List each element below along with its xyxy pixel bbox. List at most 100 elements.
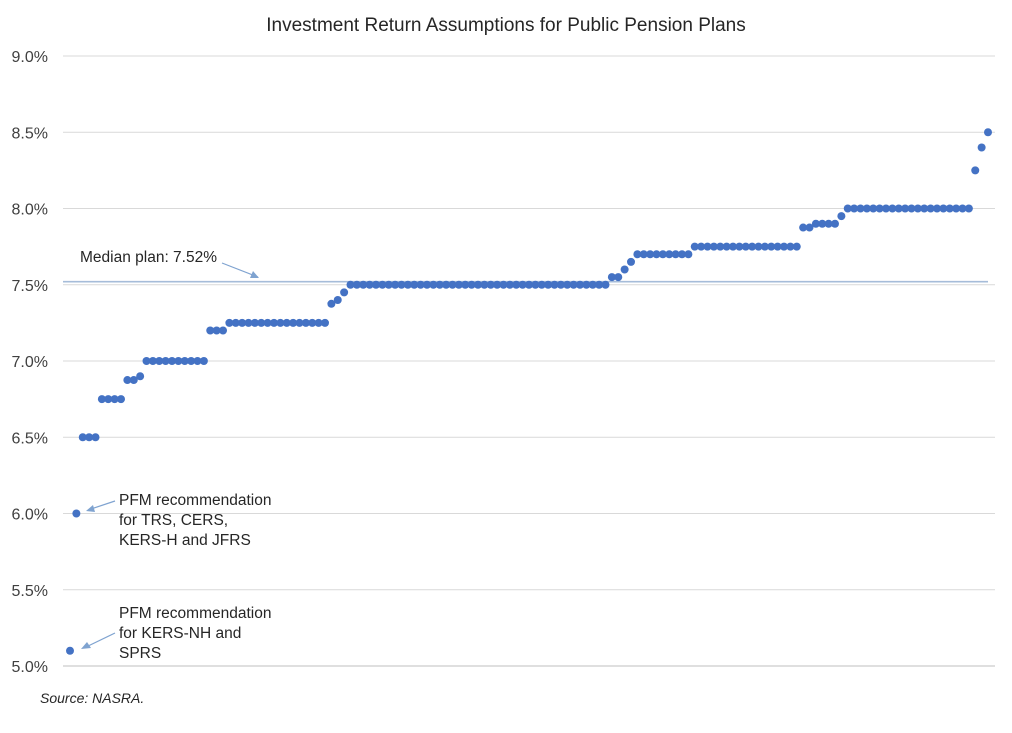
data-point xyxy=(397,280,406,289)
data-point xyxy=(933,204,941,213)
data-point xyxy=(129,376,138,385)
data-point xyxy=(537,280,546,289)
data-point xyxy=(289,318,298,327)
data-point xyxy=(231,318,240,327)
data-point xyxy=(423,280,431,289)
data-point xyxy=(148,357,157,365)
data-point xyxy=(384,280,393,289)
y-axis-ticks: 5.0% 5.5% 6.0% 6.5% 7.0% 7.5% 8.0% 8.5% 9.0% xyxy=(12,49,48,676)
data-point xyxy=(964,204,973,213)
annotation-kers-line-3: SPRS xyxy=(119,645,161,662)
data-point xyxy=(556,280,565,289)
data-point xyxy=(442,280,451,289)
data-point xyxy=(518,280,527,289)
annotation-trs-line-2: for TRS, CERS, xyxy=(119,512,228,529)
data-point xyxy=(977,143,986,152)
data-point xyxy=(939,204,948,213)
annotation-kers-line-2: for KERS-NH and xyxy=(119,625,241,642)
data-point xyxy=(850,204,859,213)
data-point xyxy=(123,376,132,385)
data-point xyxy=(505,280,514,289)
data-point xyxy=(748,242,757,251)
data-point xyxy=(627,257,635,266)
data-point xyxy=(588,280,597,289)
data-point xyxy=(486,280,495,289)
data-point xyxy=(193,357,202,365)
data-point xyxy=(709,242,718,251)
annotation-kers-line-1: PFM recommendation xyxy=(119,605,271,622)
data-point xyxy=(448,280,457,289)
data-point xyxy=(665,250,674,259)
data-point xyxy=(639,250,648,259)
data-point xyxy=(767,242,776,251)
data-point xyxy=(238,318,247,327)
data-point xyxy=(716,242,725,251)
data-point xyxy=(882,204,890,213)
data-point xyxy=(85,433,94,442)
data-point xyxy=(187,357,196,365)
data-point xyxy=(454,280,463,289)
data-point xyxy=(754,242,763,251)
data-point xyxy=(480,280,489,289)
data-point xyxy=(346,280,355,289)
data-point xyxy=(474,280,482,289)
data-point xyxy=(206,326,215,335)
data-point xyxy=(843,204,852,213)
data-point xyxy=(78,433,87,442)
data-point xyxy=(671,250,680,259)
data-point xyxy=(282,318,291,327)
data-point xyxy=(729,242,737,251)
median-label: Median plan: 7.52% xyxy=(80,249,217,266)
data-point xyxy=(168,357,176,365)
data-point xyxy=(601,280,610,289)
y-tick-label: 6.0% xyxy=(12,507,48,524)
data-point xyxy=(703,242,712,251)
data-point xyxy=(161,357,170,365)
y-tick-label: 7.5% xyxy=(12,278,48,295)
data-point xyxy=(818,219,827,228)
data-point xyxy=(276,318,285,327)
annotation-kers-arrowhead xyxy=(81,642,91,649)
data-point xyxy=(875,204,884,213)
data-point xyxy=(780,242,788,251)
data-point xyxy=(365,280,374,289)
data-point xyxy=(913,204,922,213)
data-point xyxy=(563,280,572,289)
data-point xyxy=(614,273,623,282)
data-point xyxy=(952,204,961,213)
data-point xyxy=(658,250,667,259)
y-tick-label: 9.0% xyxy=(12,49,48,66)
data-point xyxy=(786,242,795,251)
data-point xyxy=(824,219,833,228)
data-point xyxy=(327,299,336,308)
data-point xyxy=(569,280,578,289)
data-point xyxy=(869,204,878,213)
data-point xyxy=(263,318,272,327)
data-point xyxy=(684,250,693,259)
source-note: Source: NASRA. xyxy=(40,690,145,706)
y-tick-label: 8.5% xyxy=(12,125,48,142)
median-arrowhead xyxy=(250,271,259,278)
data-point xyxy=(652,250,661,259)
data-point xyxy=(678,250,686,259)
data-point xyxy=(811,219,820,228)
annotation-trs-arrowhead xyxy=(86,505,95,512)
data-point xyxy=(760,242,769,251)
data-point xyxy=(97,395,106,404)
data-point xyxy=(888,204,897,213)
data-point xyxy=(257,318,266,327)
data-point xyxy=(378,280,387,289)
data-point xyxy=(735,242,744,251)
data-point xyxy=(295,318,304,327)
data-point xyxy=(971,166,980,175)
data-point xyxy=(607,273,616,282)
data-point xyxy=(958,204,967,213)
data-point xyxy=(799,223,808,232)
data-point xyxy=(321,318,329,327)
data-point xyxy=(219,326,227,335)
data-point xyxy=(792,242,801,251)
data-point xyxy=(429,280,438,289)
data-point xyxy=(91,433,100,442)
data-point xyxy=(333,296,342,304)
